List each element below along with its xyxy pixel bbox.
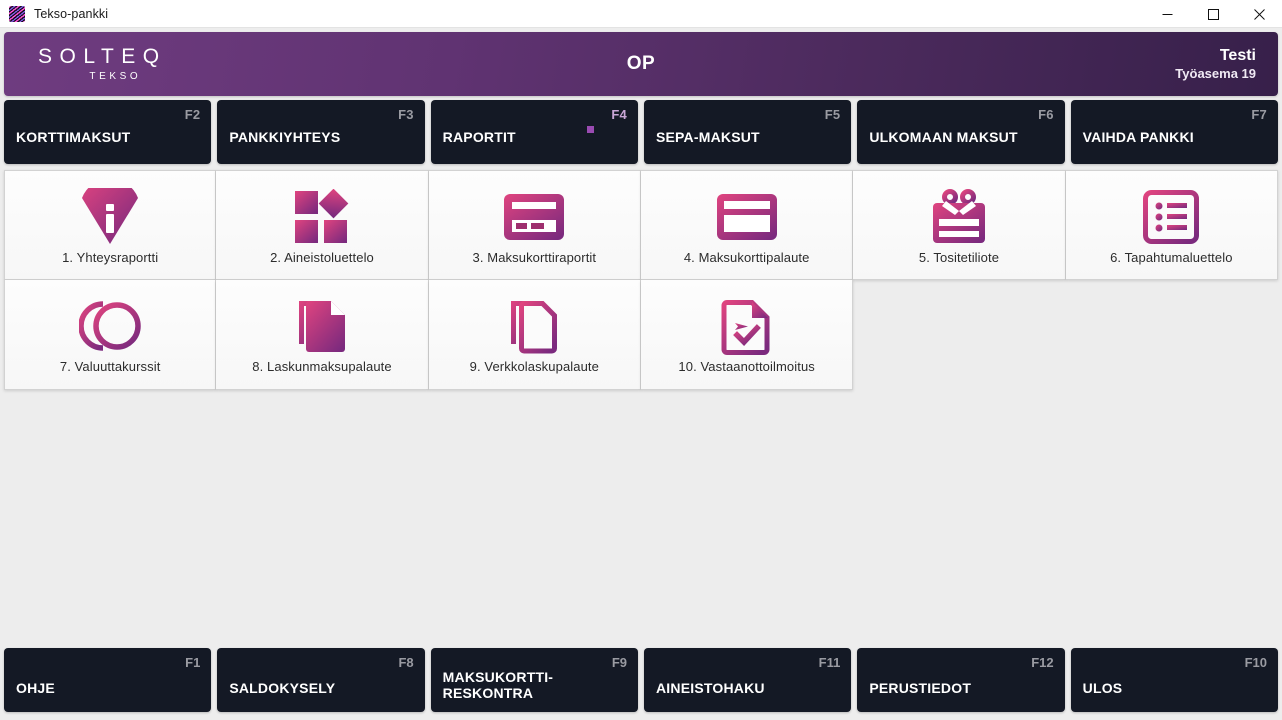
brand-logo: SOLTEQ TEKSO	[32, 45, 167, 82]
button-aineistohaku[interactable]: F11 AINEISTOHAKU	[643, 648, 852, 712]
copy-documents-filled-icon	[295, 295, 349, 357]
maximize-icon[interactable]	[1190, 0, 1236, 28]
window-controls	[1144, 0, 1282, 28]
button-label: AINEISTOHAKU	[655, 679, 765, 696]
active-indicator-icon	[586, 126, 594, 133]
window-titlebar: Tekso-pankki	[0, 0, 1282, 28]
tab-label: RAPORTIT	[442, 129, 516, 146]
tile-label: 8. Laskunmaksupalaute	[252, 359, 392, 374]
button-maksukortti-reskontra[interactable]: F9 MAKSUKORTTI- RESKONTRA	[430, 648, 638, 712]
button-label: SALDOKYSELY	[229, 679, 336, 696]
bottom-function-bar: F1 OHJE F8 SALDOKYSELY F9 MAKSUKORTTI- R…	[4, 648, 1278, 720]
tile-aineistoluettelo[interactable]: 2. Aineistoluettelo	[216, 170, 429, 280]
tab-fkey: F5	[824, 107, 841, 122]
app-shell: SOLTEQ TEKSO OP Testi Työasema 19 F2 KOR…	[0, 28, 1282, 720]
tab-label: PANKKIYHTEYS	[229, 129, 341, 146]
tab-label: VAIHDA PANKKI	[1082, 129, 1194, 146]
tab-fkey: F7	[1251, 107, 1267, 122]
tab-fkey: F2	[184, 107, 201, 122]
tab-vaihda-pankki[interactable]: F7 VAIHDA PANKKI	[1070, 100, 1278, 164]
tab-label: KORTTIMAKSUT	[16, 129, 131, 146]
tile-valuuttakurssit[interactable]: 7. Valuuttakurssit	[4, 280, 217, 390]
page-title: OP	[626, 53, 656, 74]
payment-card-outline-icon	[716, 186, 778, 248]
tab-raportit[interactable]: F4 RAPORTIT	[430, 100, 638, 164]
tile-label: 2. Aineistoluettelo	[270, 249, 374, 265]
close-icon[interactable]	[1236, 0, 1282, 28]
tab-fkey: F6	[1038, 107, 1054, 122]
brand-name: SOLTEQ	[38, 45, 167, 69]
tile-verkkolaskupalaute[interactable]: 9. Verkkolaskupalaute	[428, 280, 641, 390]
tab-label: ULKOMAAN MAKSUT	[869, 129, 1018, 146]
button-ohje[interactable]: F1 OHJE	[4, 648, 212, 712]
brand-subname: TEKSO	[89, 70, 142, 82]
button-fkey: F1	[185, 655, 201, 670]
info-cone-icon	[80, 186, 140, 248]
striped-app-icon	[9, 5, 25, 22]
tab-fkey: F4	[611, 107, 627, 122]
tab-ulkomaan-maksut[interactable]: F6 ULKOMAAN MAKSUT	[857, 100, 1065, 164]
window-title: Tekso-pankki	[34, 6, 109, 21]
copy-documents-outline-icon	[507, 295, 561, 357]
button-label: ULOS	[1082, 679, 1123, 696]
button-fkey: F12	[1031, 655, 1054, 670]
tile-label: 10. Vastaanottoilmoitus	[678, 359, 815, 374]
tab-fkey: F3	[398, 107, 414, 122]
document-check-icon	[721, 295, 773, 357]
payment-card-filled-icon	[503, 186, 565, 248]
tile-label: 7. Valuuttakurssit	[59, 359, 161, 374]
user-name: Testi	[1219, 46, 1256, 64]
button-fkey: F9	[611, 655, 627, 670]
gift-receipt-icon	[929, 186, 989, 248]
button-fkey: F8	[398, 655, 414, 670]
tile-label: 9. Verkkolaskupalaute	[469, 359, 599, 374]
brand-header: SOLTEQ TEKSO OP Testi Työasema 19	[4, 32, 1278, 96]
minimize-icon[interactable]	[1144, 0, 1190, 28]
button-fkey: F11	[818, 655, 841, 670]
tile-vastaanottoilmoitus[interactable]: 10. Vastaanottoilmoitus	[640, 280, 854, 390]
tile-laskunmaksupalaute[interactable]: 8. Laskunmaksupalaute	[216, 280, 429, 390]
tile-yhteysraportti[interactable]: 1. Yhteysraportti	[4, 170, 217, 280]
tab-korttimaksut[interactable]: F2 KORTTIMAKSUT	[4, 100, 212, 164]
tab-label: SEPA-MAKSUT	[655, 129, 760, 146]
tile-maksukorttiraportit[interactable]: 3. Maksukorttiraportit	[428, 170, 641, 280]
tile-label: 4. Maksukorttipalaute	[683, 249, 810, 265]
tile-label: 6. Tapahtumaluettelo	[1110, 249, 1233, 265]
tile-row-2: 7. Valuuttakurssit 8. Laskunmaksupalaute	[4, 280, 1278, 390]
button-label: MAKSUKORTTI- RESKONTRA	[442, 668, 554, 701]
tile-tositetiliote[interactable]: 5. Tositetiliote	[853, 170, 1066, 280]
button-label: OHJE	[16, 679, 55, 696]
button-fkey: F10	[1244, 655, 1267, 670]
list-table-icon	[1143, 186, 1200, 248]
button-label: PERUSTIEDOT	[869, 679, 972, 696]
currency-circles-icon	[79, 295, 141, 357]
tile-label: 3. Maksukorttiraportit	[472, 249, 597, 265]
tile-maksukorttipalaute[interactable]: 4. Maksukorttipalaute	[640, 170, 854, 280]
tab-sepa-maksut[interactable]: F5 SEPA-MAKSUT	[643, 100, 852, 164]
workstation-label: Työasema 19	[1175, 65, 1256, 81]
tile-tapahtumaluettelo[interactable]: 6. Tapahtumaluettelo	[1065, 170, 1278, 280]
tile-label: 5. Tositetiliote	[918, 249, 1000, 265]
top-tab-row: F2 KORTTIMAKSUT F3 PANKKIYHTEYS F4 RAPOR…	[4, 100, 1278, 164]
button-ulos[interactable]: F10 ULOS	[1070, 648, 1278, 712]
button-saldokysely[interactable]: F8 SALDOKYSELY	[217, 648, 425, 712]
tile-area: 1. Yhteysraportti 2. Aineistoluettelo	[4, 170, 1278, 648]
tile-row-1: 1. Yhteysraportti 2. Aineistoluettelo	[4, 170, 1278, 280]
tab-pankkiyhteys[interactable]: F3 PANKKIYHTEYS	[217, 100, 425, 164]
shapes-grid-icon	[293, 186, 351, 248]
user-info: Testi Työasema 19	[1175, 46, 1256, 82]
tile-label: 1. Yhteysraportti	[62, 249, 159, 265]
button-perustiedot[interactable]: F12 PERUSTIEDOT	[857, 648, 1065, 712]
